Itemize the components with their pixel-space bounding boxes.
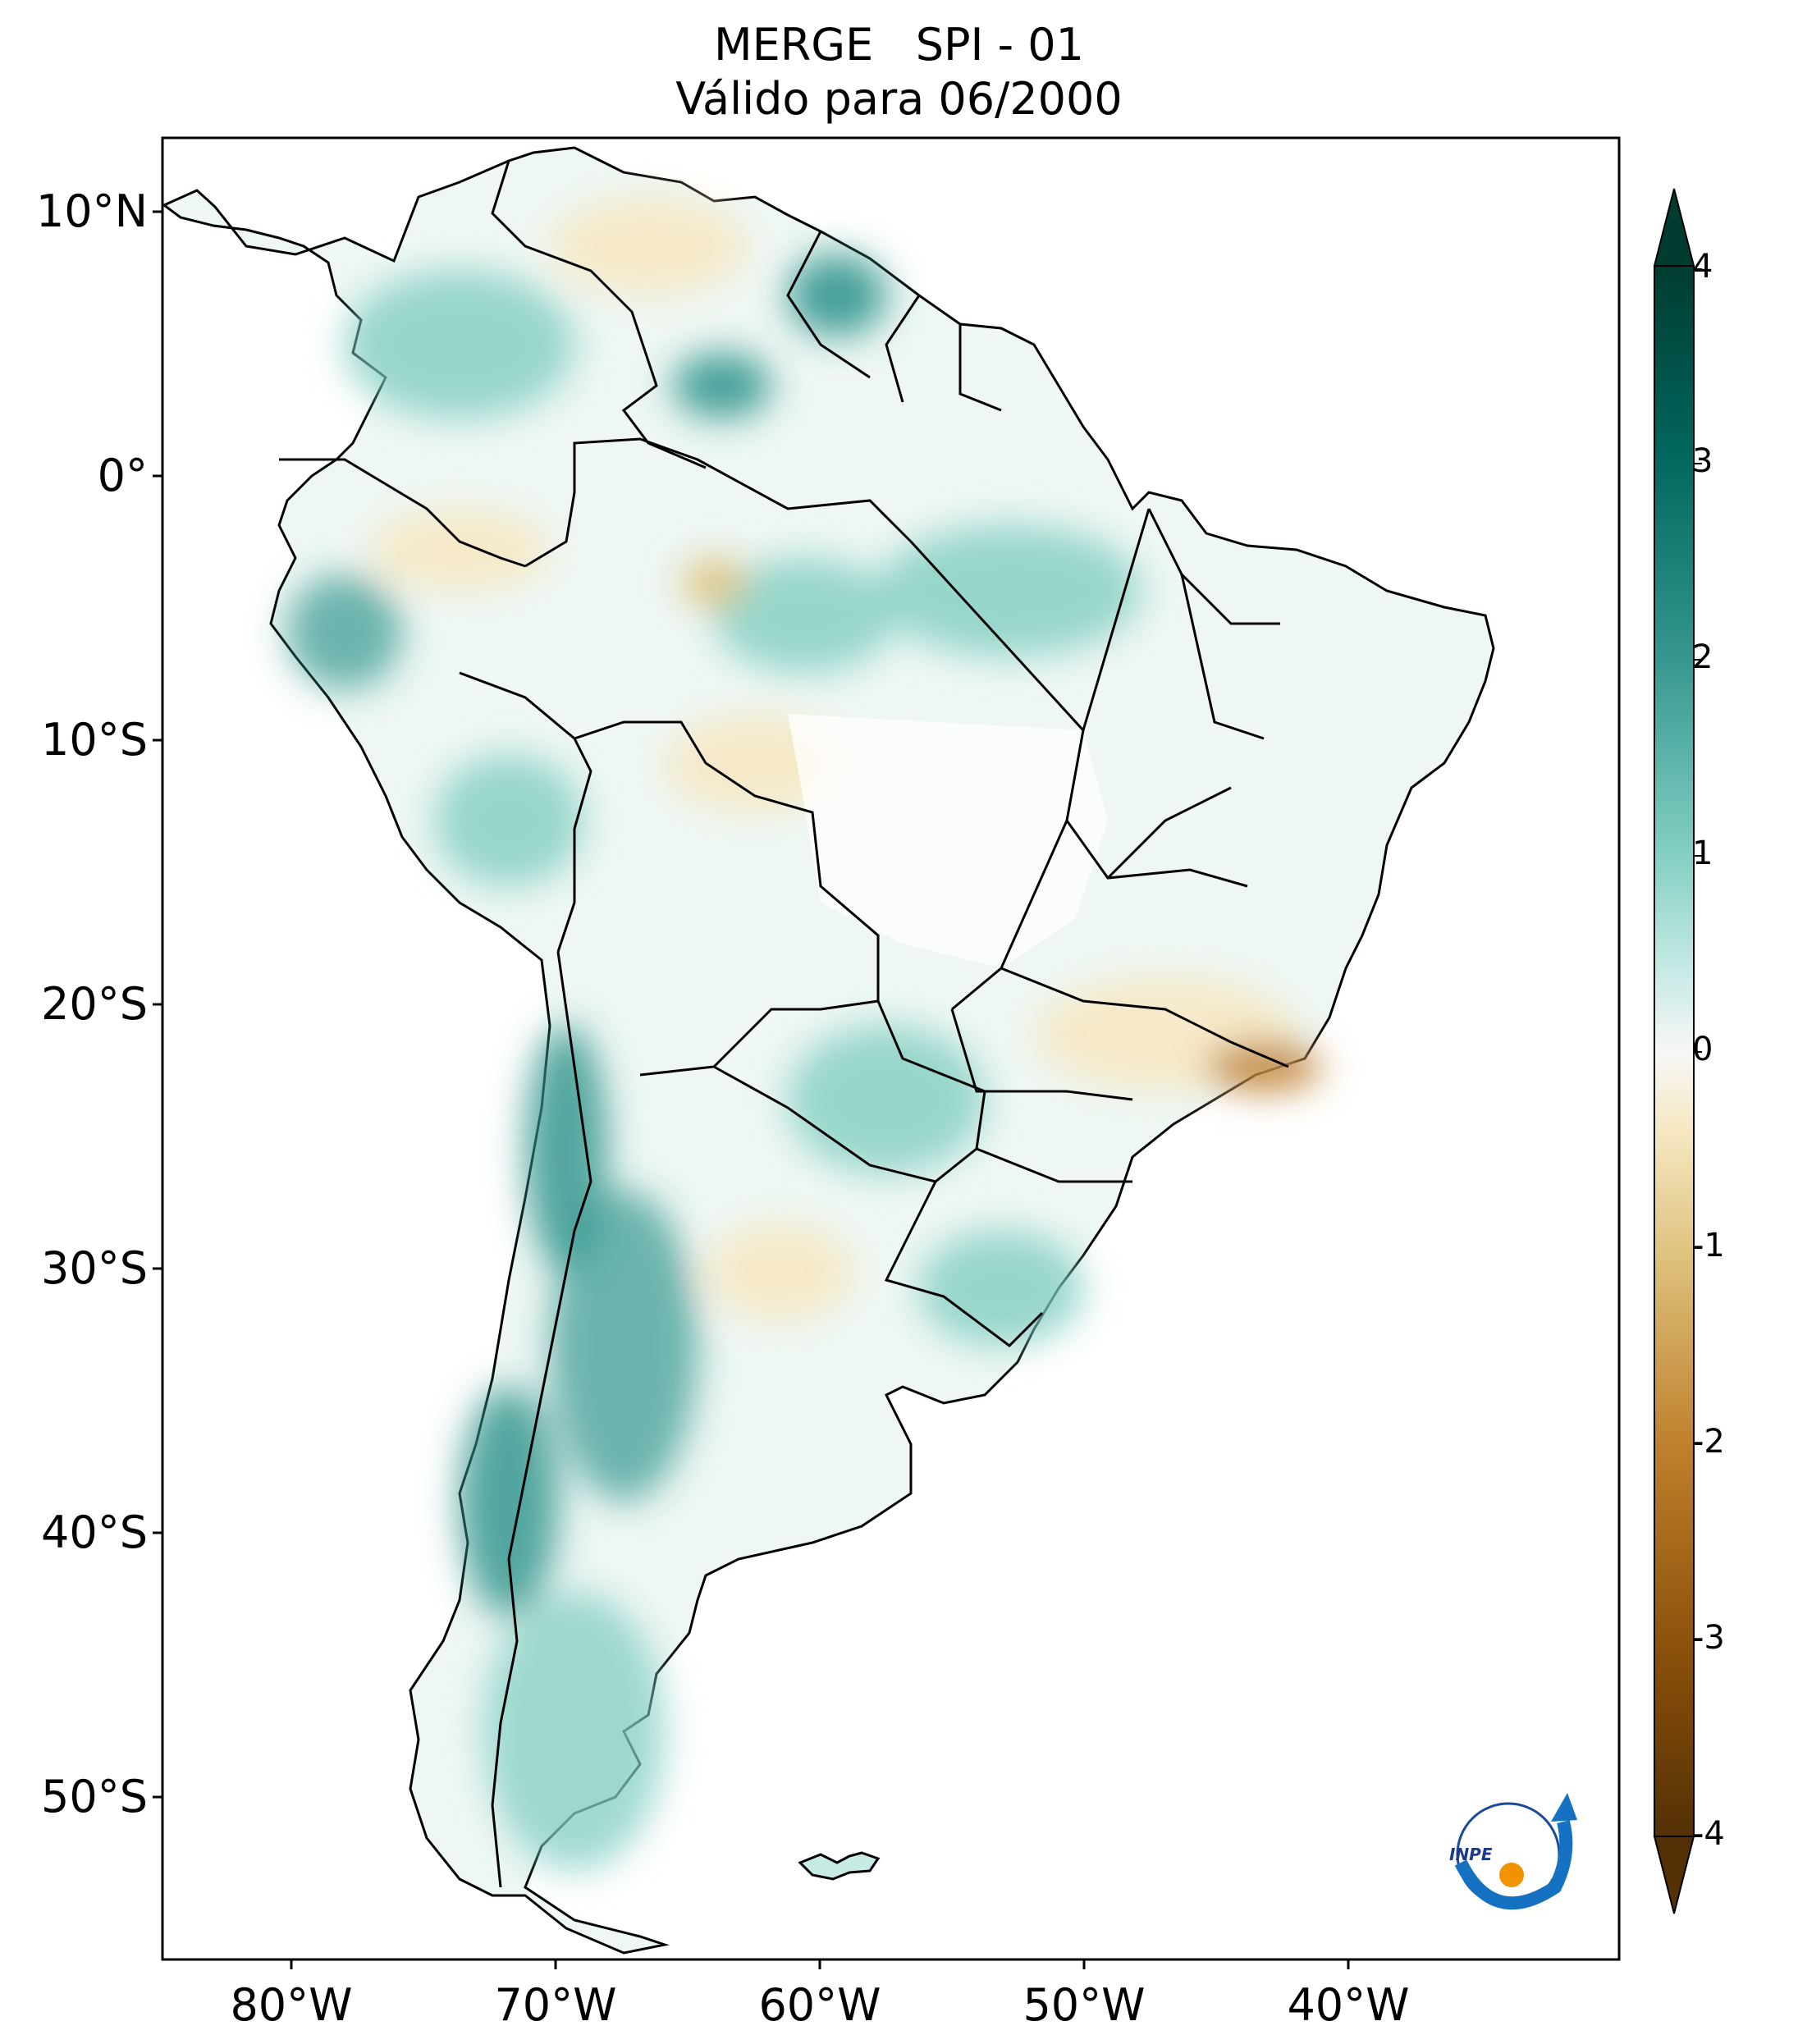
spi-wet-bolivia [435, 755, 583, 886]
lat-label-40s: 40°S [41, 1507, 148, 1558]
colorbar-label-4: 4 [1692, 248, 1713, 286]
spi-dry-sao-paulo-coast [1206, 1042, 1321, 1091]
spi-wet-chile-north [525, 1026, 607, 1272]
spi-wet-roraima [673, 353, 771, 418]
spi-wet-amazon-central [714, 558, 894, 673]
title-line-2: Válido para 06/2000 [675, 73, 1123, 125]
inpe-logo-text: INPE [1449, 1845, 1493, 1864]
spi-wet-north-colombia [345, 271, 574, 418]
colorbar-label-neg3: -3 [1692, 1619, 1725, 1657]
colorbar-label-neg2: -2 [1692, 1423, 1725, 1461]
lat-ticks [153, 210, 162, 1799]
spi-neutral-central-brazil [788, 714, 1108, 968]
spi-wet-paraguay [788, 1026, 985, 1173]
border-brazil-states [909, 508, 1289, 1183]
border-peru-brazil [524, 437, 913, 568]
colorbar-label-neg4: -4 [1692, 1815, 1725, 1853]
colorbar-body [1654, 265, 1695, 1837]
colorbar-label-2: 2 [1692, 638, 1713, 676]
map-area [162, 146, 1577, 1955]
lat-label-0: 0° [97, 450, 148, 501]
border-peru-bolivia [459, 671, 592, 953]
spi-wet-guyana [788, 254, 886, 336]
falkland-islands [798, 1851, 881, 1881]
colorbar-extend-bottom [1653, 1836, 1695, 1914]
border-brazil-paraguay [876, 1000, 986, 1150]
lon-ticks [290, 1959, 1350, 1969]
border-bolivia-paraguay [639, 999, 879, 1077]
title-line-1: MERGE SPI - 01 [714, 19, 1084, 71]
spi-wet-patagonia [484, 1592, 665, 1871]
border-argentina-paraguay [713, 1065, 977, 1183]
colorbar-label-1: 1 [1692, 835, 1713, 872]
lon-label-60w: 60°W [758, 1979, 881, 2031]
lon-label-40w: 40°W [1287, 1979, 1410, 2031]
lat-label-50s: 50°S [41, 1771, 148, 1822]
colorbar [1653, 188, 1702, 1914]
colorbar-extend-top [1653, 188, 1695, 267]
border-brazil-bolivia [574, 720, 880, 1001]
border-guianas [786, 231, 1002, 412]
lat-label-20s: 20°S [41, 978, 148, 1030]
spi-dry-amazon-spot [681, 558, 747, 607]
lon-label-80w: 80°W [230, 1979, 353, 2031]
border-argentina-brazil-uruguay [884, 1181, 1044, 1347]
lon-label-70w: 70°W [494, 1979, 617, 2031]
map-title: MERGE SPI - 01 Válido para 06/2000 [0, 18, 1798, 126]
spi-dry-pampas [706, 1223, 853, 1321]
border-colombia-ecuador-peru [279, 458, 526, 568]
colorbar-label-3: 3 [1692, 442, 1713, 480]
spi-wet-peru [287, 574, 402, 689]
spi-dry-amazon-west [369, 509, 550, 591]
map-frame [161, 136, 1621, 1961]
border-colombia-venezuela [491, 160, 707, 469]
border-chile-argentina [491, 951, 592, 1888]
lat-label-10s: 10°S [41, 714, 148, 766]
spi-wet-rio-grande-sul [919, 1231, 1083, 1346]
borders [279, 160, 1289, 1888]
colorbar-label-0: 0 [1692, 1031, 1713, 1068]
lat-label-10n: 10°N [35, 185, 148, 237]
inpe-logo [1454, 1793, 1577, 1910]
spi-wet-argentina-andes [550, 1190, 698, 1502]
spi-dry-venezuela [550, 197, 747, 295]
spi-wet-chile-south [460, 1387, 558, 1616]
spi-field [287, 197, 1321, 1871]
lon-label-50w: 50°W [1023, 1979, 1146, 2031]
colorbar-label-neg1: -1 [1692, 1227, 1725, 1264]
spi-wet-amazon-east [878, 525, 1141, 656]
lat-label-30s: 30°S [41, 1242, 148, 1294]
